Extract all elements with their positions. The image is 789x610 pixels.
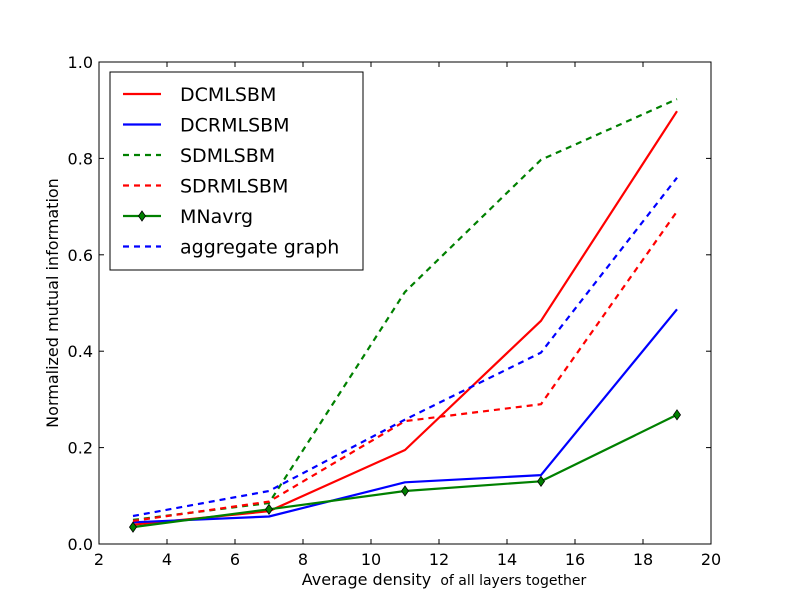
plot-frame: [98, 61, 712, 545]
legend-label: SDRMLSBM: [180, 176, 288, 198]
series-sdrmlsbm: [132, 210, 678, 522]
x-tick-label: 2: [94, 550, 104, 569]
y-tick-label: 0.0: [68, 535, 93, 554]
x-axis-label-suffix: of all layers together: [440, 573, 586, 589]
data-point-mnavrg: [673, 409, 681, 421]
x-axis-label-main: Average density: [302, 570, 431, 589]
legend-item-dcmlsbm: DCMLSBM: [123, 84, 276, 106]
legend-label: SDMLSBM: [180, 145, 275, 167]
x-tick-label: 10: [361, 550, 381, 569]
y-axis-label: Normalized mutual information: [43, 178, 62, 428]
data-point-mnavrg: [265, 503, 273, 515]
y-tick-label: 0.4: [68, 342, 93, 361]
series-line-dcrmlsbm: [132, 308, 678, 524]
legend-label: MNavrg: [180, 206, 253, 228]
x-axis-label: Average density of all layers together: [302, 570, 587, 589]
x-tick-label: 20: [701, 550, 721, 569]
legend-item-dcrmlsbm: DCRMLSBM: [123, 115, 290, 137]
series-aggregate-graph: [132, 177, 678, 518]
x-tick-label: 8: [298, 550, 308, 569]
legend-item-sdmlsbm: SDMLSBM: [123, 145, 275, 167]
data-point-mnavrg: [401, 485, 409, 497]
x-tick-label: 4: [162, 550, 172, 569]
legend-box: [109, 71, 364, 271]
y-tick-label: 0.2: [68, 439, 93, 458]
legend-item-sdrmlsbm: SDRMLSBM: [123, 176, 288, 198]
y-tick-label: 0.6: [68, 246, 93, 265]
legend-label: DCRMLSBM: [180, 115, 290, 137]
series-dcrmlsbm: [132, 308, 678, 524]
y-tick-label: 0.8: [68, 149, 93, 168]
series-mnavrg: [129, 409, 681, 533]
data-point-mnavrg: [129, 521, 137, 533]
x-tick-label: 14: [497, 550, 517, 569]
y-tick-label: 1.0: [68, 53, 93, 72]
legend: DCMLSBM DCRMLSBM SDMLSBM SDRMLSBM MNavrg aggr…: [109, 71, 364, 271]
legend-label: aggregate graph: [180, 237, 339, 259]
x-tick-label: 6: [230, 550, 240, 569]
series-line-aggregate-graph: [132, 177, 678, 518]
legend-item-aggregate-graph: aggregate graph: [123, 237, 339, 259]
series-layer: [129, 98, 681, 533]
x-tick-label: 16: [565, 550, 585, 569]
x-tick-label: 12: [429, 550, 449, 569]
series-line-sdrmlsbm: [132, 210, 678, 522]
data-point-mnavrg: [537, 475, 545, 488]
legend-label: DCMLSBM: [180, 84, 276, 106]
legend-marker: [138, 210, 146, 222]
x-tick-label: 18: [633, 550, 653, 569]
legend-item-mnavrg: MNavrg: [123, 206, 253, 228]
